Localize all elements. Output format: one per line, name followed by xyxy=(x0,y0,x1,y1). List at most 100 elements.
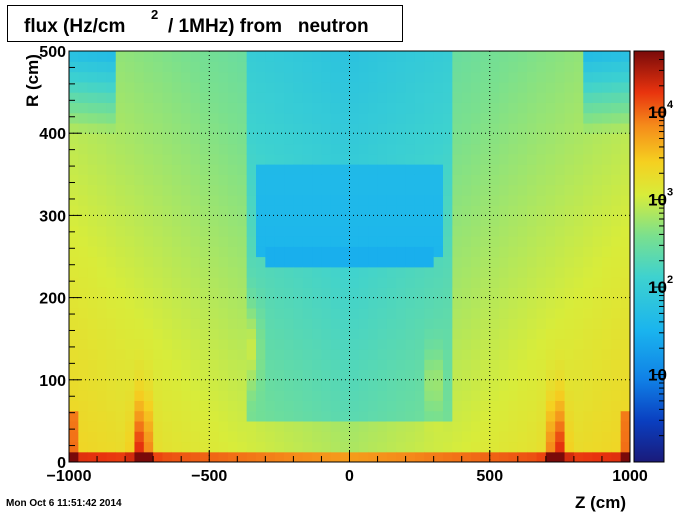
heatmap-cell xyxy=(545,266,556,278)
heatmap-cell xyxy=(115,215,126,227)
heatmap-cell xyxy=(527,205,538,217)
heatmap-cell xyxy=(209,256,220,268)
heatmap-cell xyxy=(377,133,388,145)
heatmap-cell xyxy=(181,184,192,196)
heatmap-cell xyxy=(97,215,107,227)
heatmap-cell xyxy=(218,92,229,103)
heatmap-cell xyxy=(368,441,379,453)
heatmap-cell xyxy=(171,133,182,145)
heatmap-cell xyxy=(377,122,388,134)
heatmap-cell xyxy=(125,328,136,340)
heatmap-cell xyxy=(162,307,173,319)
heatmap-cell xyxy=(611,215,622,227)
heatmap-cell xyxy=(573,277,584,288)
heatmap-cell xyxy=(97,348,107,360)
heatmap-cell xyxy=(573,235,584,247)
heatmap-cell xyxy=(321,164,332,175)
heatmap-cell xyxy=(87,246,98,258)
heatmap-cell xyxy=(443,92,453,103)
heatmap-cell xyxy=(527,266,538,278)
heatmap-cell xyxy=(527,112,538,124)
heatmap-cell xyxy=(368,318,379,330)
heatmap-cell xyxy=(227,71,238,83)
heatmap-cell xyxy=(209,410,220,422)
heatmap-cell xyxy=(386,102,397,114)
heatmap-cell xyxy=(69,338,79,350)
heatmap-cell xyxy=(405,369,416,381)
heatmap-cell xyxy=(545,143,556,155)
heatmap-cell xyxy=(274,400,285,412)
heatmap-cell xyxy=(265,153,276,165)
heatmap-cell xyxy=(274,164,285,175)
heatmap-cell xyxy=(134,338,145,350)
heatmap-cell xyxy=(489,297,500,309)
heatmap-cell xyxy=(284,266,294,278)
heatmap-cell xyxy=(302,51,313,62)
heatmap-cell xyxy=(265,307,276,319)
heatmap-cell xyxy=(115,431,126,443)
heatmap-field xyxy=(69,51,630,462)
heatmap-cell xyxy=(181,328,192,340)
heatmap-cell xyxy=(349,102,360,114)
heatmap-cell xyxy=(209,246,220,258)
heatmap-cell xyxy=(620,133,630,145)
heatmap-cell xyxy=(573,246,584,258)
heatmap-cell xyxy=(87,143,98,155)
heatmap-cell xyxy=(143,51,154,62)
heatmap-cell xyxy=(601,400,612,412)
heatmap-cell xyxy=(190,297,201,309)
heatmap-cell xyxy=(517,164,528,175)
heatmap-cell xyxy=(508,112,519,124)
heatmap-cell xyxy=(424,81,435,93)
heatmap-cell xyxy=(274,348,285,360)
heatmap-cell xyxy=(330,174,341,186)
heatmap-cell xyxy=(536,122,547,134)
heatmap-cell xyxy=(499,451,510,462)
heatmap-cell xyxy=(340,277,351,288)
heatmap-cell xyxy=(480,81,491,93)
heatmap-cell xyxy=(424,379,435,391)
heatmap-cell xyxy=(611,143,622,155)
heatmap-cell xyxy=(424,184,435,196)
heatmap-cell xyxy=(601,297,612,309)
heatmap-cell xyxy=(106,133,117,145)
heatmap-cell xyxy=(106,441,117,453)
heatmap-cell xyxy=(620,225,630,237)
heatmap-cell xyxy=(162,153,173,165)
heatmap-cell xyxy=(274,420,285,432)
heatmap-cell xyxy=(274,235,285,247)
heatmap-cell xyxy=(527,153,538,165)
heatmap-cell xyxy=(199,122,210,134)
heatmap-cell xyxy=(405,297,416,309)
heatmap-cell xyxy=(555,420,566,432)
heatmap-cell xyxy=(377,184,388,196)
heatmap-cell xyxy=(396,338,407,350)
heatmap-cell xyxy=(97,205,107,217)
heatmap-cell xyxy=(611,122,622,134)
heatmap-cell xyxy=(480,338,491,350)
heatmap-cell xyxy=(153,287,164,299)
heatmap-cell xyxy=(573,102,584,114)
heatmap-cell xyxy=(181,71,192,83)
heatmap-cell xyxy=(274,441,285,453)
heatmap-cell xyxy=(78,174,89,186)
heatmap-cell xyxy=(125,287,136,299)
heatmap-cell xyxy=(143,133,154,145)
heatmap-cell xyxy=(199,92,210,103)
heatmap-cell xyxy=(181,246,192,258)
heatmap-cell xyxy=(527,174,538,186)
heatmap-cell xyxy=(265,379,276,391)
heatmap-cell xyxy=(601,184,612,196)
heatmap-cell xyxy=(284,277,294,288)
heatmap-cell xyxy=(171,410,182,422)
heatmap-cell xyxy=(489,51,500,62)
heatmap-cell xyxy=(218,164,229,175)
heatmap-cell xyxy=(489,379,500,391)
heatmap-cell xyxy=(414,277,425,288)
heatmap-cell xyxy=(237,71,248,83)
heatmap-cell xyxy=(69,441,79,453)
heatmap-cell xyxy=(265,92,276,103)
heatmap-cell xyxy=(237,225,248,237)
heatmap-cell xyxy=(508,400,519,412)
heatmap-cell xyxy=(508,318,519,330)
